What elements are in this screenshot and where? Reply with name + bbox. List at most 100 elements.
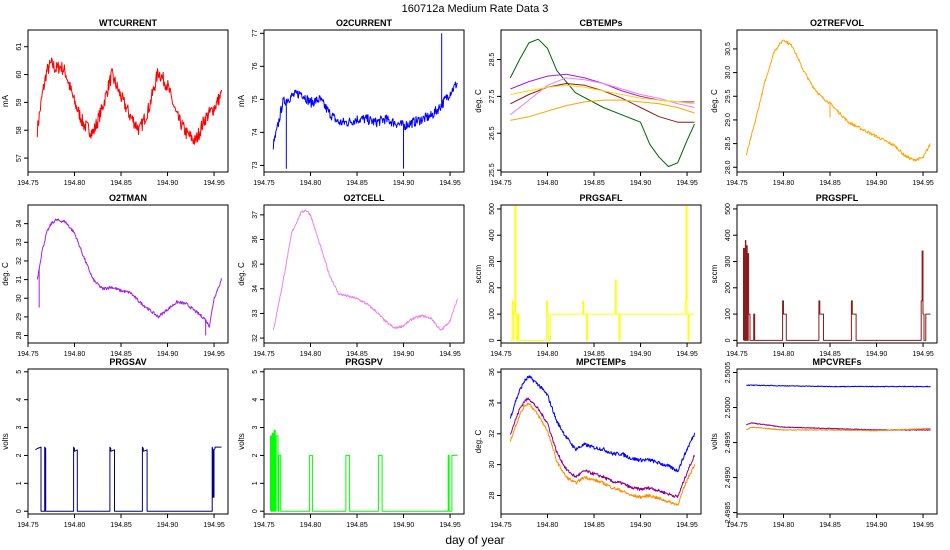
x-tick-label: 194.75 <box>17 180 39 187</box>
panel-prgspv: PRGSPV volts 194.75 194.80 194.85 194.90 194.9… <box>237 357 465 529</box>
y-axis-label: deg. C <box>237 262 246 286</box>
series-group <box>509 38 695 167</box>
y-tick-label: 2.4990 <box>725 467 732 489</box>
series-group <box>745 384 931 432</box>
x-tick-label: 194.95 <box>203 180 225 187</box>
x-tick-label: 194.75 <box>726 180 748 187</box>
y-tick-label: 100 <box>489 308 496 320</box>
x-tick-label: 194.85 <box>110 522 132 529</box>
y-tick-label: 30.5 <box>725 42 732 56</box>
x-tick-label: 194.85 <box>583 180 605 187</box>
panel-title: PRGSAFL <box>579 193 623 203</box>
x-tick-label: 194.90 <box>157 180 179 187</box>
x-tick-label: 194.90 <box>866 351 888 358</box>
x-tick-label: 194.90 <box>866 180 888 187</box>
x-tick-label: 194.85 <box>110 351 132 358</box>
x-tick-label: 194.90 <box>630 180 652 187</box>
panel-prgspfl: PRGSPFL sccm 194.75 194.80 194.85 194.90 194.9… <box>710 193 938 358</box>
y-axis-label: volts <box>237 433 246 449</box>
series-group <box>36 57 222 145</box>
y-tick-label: 2.5005 <box>725 362 732 384</box>
y-tick-label: 36 <box>252 236 259 244</box>
y-tick-label: 30 <box>489 461 496 469</box>
y-axis-label: deg. C <box>474 89 483 113</box>
panel-prgsafl: PRGSAFL sccm 194.75 194.80 194.85 194.90 194.9… <box>474 193 702 358</box>
x-tick-label: 194.85 <box>346 351 368 358</box>
y-tick-label: 28 <box>16 332 23 340</box>
y-tick-label: 0 <box>725 338 732 342</box>
y-tick-label: 4 <box>252 398 259 402</box>
x-tick-label: 194.80 <box>773 522 795 529</box>
y-tick-label: 25.5 <box>489 163 496 177</box>
panel-title: O2TMAN <box>109 193 147 203</box>
y-axis-label: mA <box>237 94 246 107</box>
y-tick-label: 0 <box>252 509 259 513</box>
figure-xlabel: day of year <box>445 533 504 547</box>
x-tick-label: 194.80 <box>64 180 86 187</box>
x-tick-label: 194.75 <box>490 522 512 529</box>
x-tick-label: 194.75 <box>17 351 39 358</box>
y-tick-label: 0 <box>16 509 23 513</box>
panel-o2tman: O2TMAN deg. C 194.75 194.80 194.85 194.90 194.… <box>1 193 229 358</box>
y-tick-label: 60 <box>16 71 23 79</box>
series-line-green <box>509 38 695 167</box>
x-tick-label: 194.85 <box>583 351 605 358</box>
plot-frame <box>263 368 465 515</box>
series-line-wtcurrent <box>36 57 222 145</box>
x-tick-label: 194.95 <box>439 522 461 529</box>
x-tick-label: 194.85 <box>346 522 368 529</box>
y-tick-label: 200 <box>725 282 732 294</box>
panel-title: PRGSPFL <box>816 193 859 203</box>
x-tick-label: 194.85 <box>819 180 841 187</box>
x-tick-label: 194.75 <box>253 180 275 187</box>
y-tick-label: 0 <box>489 338 496 342</box>
y-tick-label: 36 <box>489 368 496 376</box>
y-tick-label: 3 <box>16 426 23 430</box>
x-tick-label: 194.80 <box>300 351 322 358</box>
series-line-o2current <box>272 81 458 150</box>
plot-frame <box>500 29 702 173</box>
y-axis-label: sccm <box>710 264 719 283</box>
x-tick-label: 194.85 <box>819 522 841 529</box>
y-tick-label: 28.5 <box>725 137 732 151</box>
y-axis-label: mA <box>1 94 10 107</box>
x-tick-label: 194.95 <box>912 522 934 529</box>
y-tick-label: 29 <box>16 313 23 321</box>
y-tick-label: 57 <box>16 154 23 162</box>
series-group <box>509 375 695 506</box>
x-tick-label: 194.90 <box>393 522 415 529</box>
x-tick-label: 194.80 <box>773 180 795 187</box>
x-tick-label: 194.75 <box>726 351 748 358</box>
panel-title: O2TCELL <box>343 193 385 203</box>
series-line-blue <box>746 384 931 388</box>
series-line-gold <box>510 84 695 105</box>
panel-cbtemps: CBTEMPs deg. C 194.75 194.80 194.85 194.90 194… <box>474 18 702 187</box>
plot-frame <box>736 204 938 344</box>
y-tick-label: 32 <box>16 257 23 265</box>
series-group <box>510 205 695 341</box>
x-tick-label: 194.85 <box>110 180 132 187</box>
x-tick-label: 194.95 <box>203 351 225 358</box>
plot-frame <box>736 368 938 515</box>
y-tick-label: 26.5 <box>489 126 496 140</box>
y-axis-label: volts <box>1 433 10 449</box>
y-tick-label: 34 <box>252 285 259 293</box>
x-tick-label: 194.90 <box>157 522 179 529</box>
panel-wtcurrent: WTCURRENT mA 194.75 194.80 194.85 194.90 194.9… <box>1 18 229 187</box>
x-tick-label: 194.80 <box>537 522 559 529</box>
y-tick-label: 28 <box>489 491 496 499</box>
x-tick-label: 194.80 <box>537 180 559 187</box>
panel-mpctemps: MPCTEMPs deg. C 194.75 194.80 194.85 194.90 19… <box>474 357 702 529</box>
y-tick-label: 59 <box>16 98 23 106</box>
series-group <box>743 240 931 341</box>
series-line-prgsafl <box>510 205 695 341</box>
y-tick-label: 2.4985 <box>725 502 732 524</box>
y-axis-label: deg. C <box>474 429 483 453</box>
y-tick-label: 4 <box>16 398 23 402</box>
series-line-orchid <box>509 77 695 116</box>
x-tick-label: 194.95 <box>912 351 934 358</box>
plot-frame <box>27 29 229 173</box>
x-tick-label: 194.85 <box>819 351 841 358</box>
y-tick-label: 74 <box>252 128 259 136</box>
